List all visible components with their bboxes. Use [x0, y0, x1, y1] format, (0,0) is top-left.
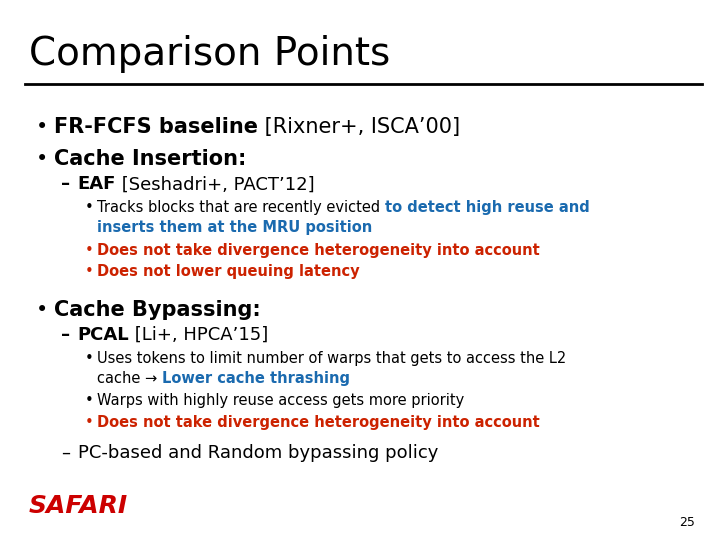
Text: Uses tokens to limit number of warps that gets to access the L2: Uses tokens to limit number of warps tha… — [97, 351, 567, 366]
Text: [Rixner+, ISCA’00]: [Rixner+, ISCA’00] — [258, 117, 460, 137]
Text: FR-FCFS baseline: FR-FCFS baseline — [54, 117, 258, 137]
Text: Warps with highly reuse access gets more priority: Warps with highly reuse access gets more… — [97, 393, 464, 408]
Text: to detect high reuse and: to detect high reuse and — [385, 200, 590, 215]
Text: –: – — [61, 176, 71, 193]
Text: cache →: cache → — [97, 371, 162, 386]
Text: Tracks blocks that are recently evicted: Tracks blocks that are recently evicted — [97, 200, 385, 215]
Text: PCAL: PCAL — [78, 326, 130, 344]
Text: •: • — [85, 351, 94, 366]
Text: Cache Insertion:: Cache Insertion: — [54, 149, 246, 169]
Text: [Li+, HPCA’15]: [Li+, HPCA’15] — [130, 326, 269, 344]
Text: 25: 25 — [679, 516, 695, 529]
Text: Does not take divergence heterogeneity into account: Does not take divergence heterogeneity i… — [97, 415, 540, 430]
Text: Comparison Points: Comparison Points — [29, 35, 390, 73]
Text: •: • — [85, 200, 94, 215]
Text: [Seshadri+, PACT’12]: [Seshadri+, PACT’12] — [116, 176, 315, 193]
Text: SAFARI: SAFARI — [29, 495, 128, 518]
Text: •: • — [36, 149, 48, 169]
Text: •: • — [36, 117, 48, 137]
Text: Does not take divergence heterogeneity into account: Does not take divergence heterogeneity i… — [97, 242, 540, 258]
Text: •: • — [85, 264, 94, 279]
Text: Lower cache thrashing: Lower cache thrashing — [162, 371, 350, 386]
Text: –: – — [61, 444, 71, 462]
Text: Cache Bypassing:: Cache Bypassing: — [54, 300, 261, 320]
Text: PC-based and Random bypassing policy: PC-based and Random bypassing policy — [78, 444, 438, 462]
Text: •: • — [85, 393, 94, 408]
Text: Does not lower queuing latency: Does not lower queuing latency — [97, 264, 360, 279]
Text: inserts them at the MRU position: inserts them at the MRU position — [97, 220, 372, 235]
Text: •: • — [36, 300, 48, 320]
Text: •: • — [85, 415, 94, 430]
Text: EAF: EAF — [78, 176, 116, 193]
Text: •: • — [85, 242, 94, 258]
Text: –: – — [61, 326, 71, 344]
